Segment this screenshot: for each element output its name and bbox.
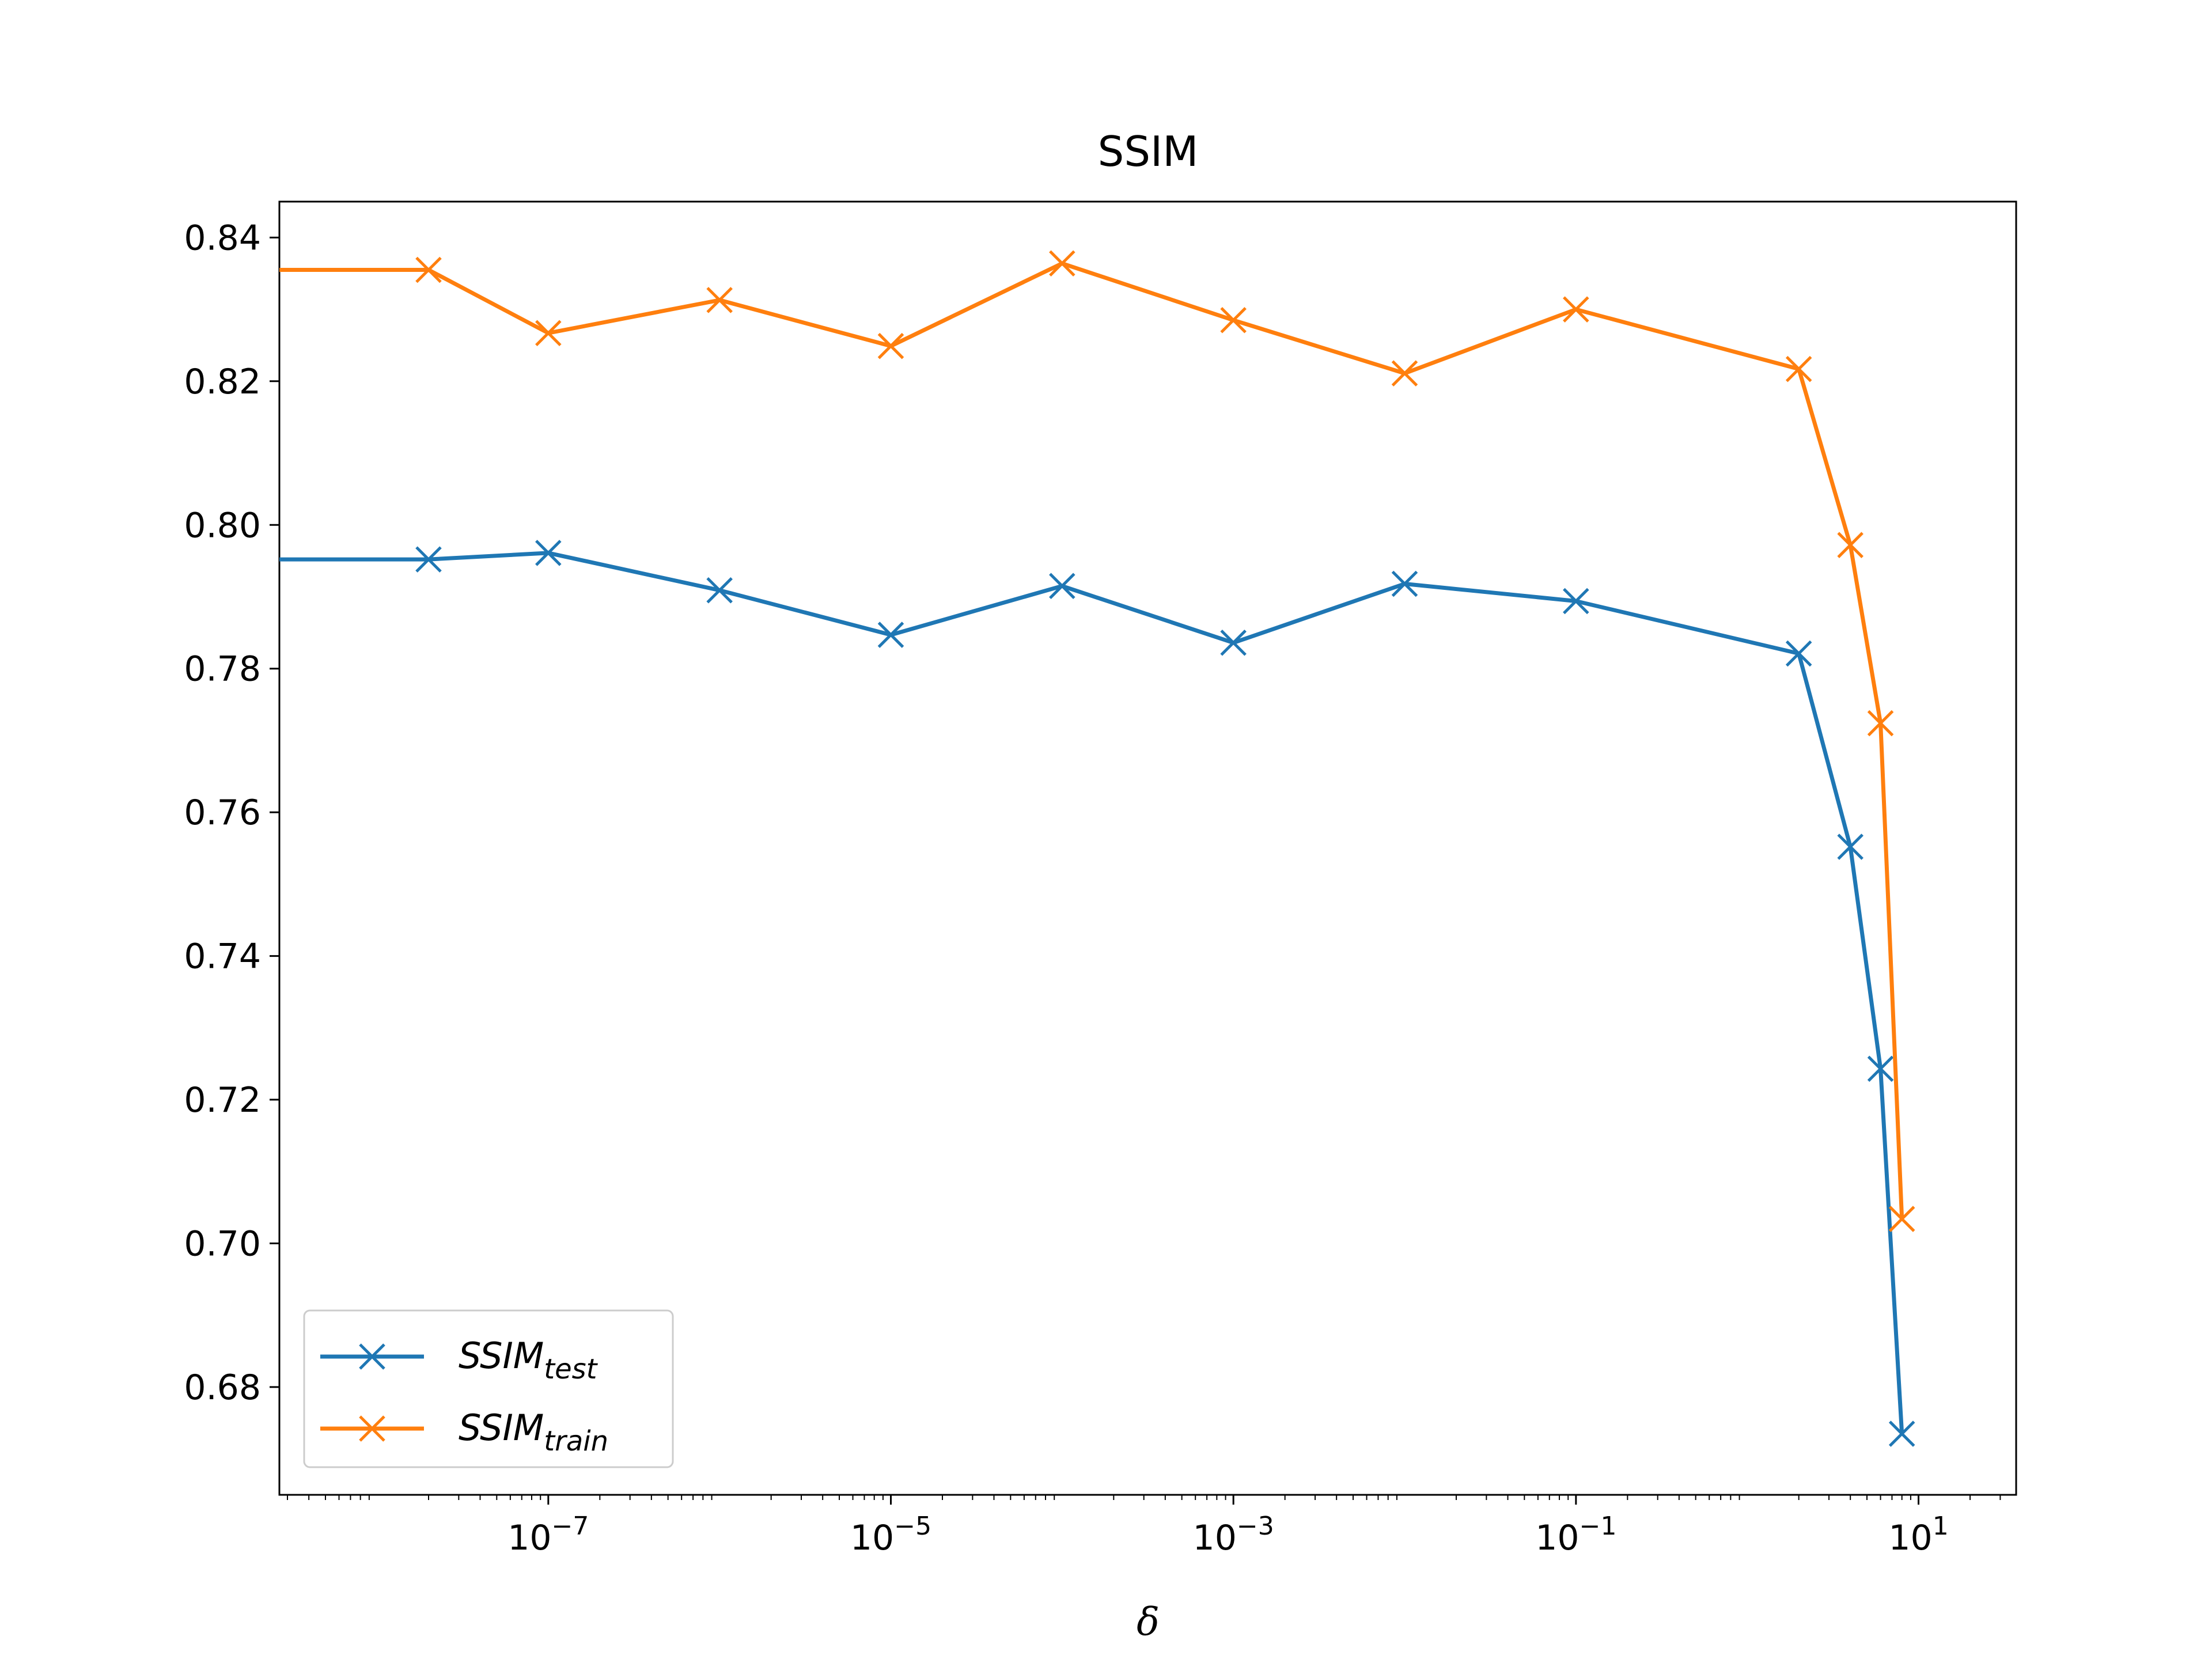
x-tick-label: 10−5 bbox=[850, 1512, 931, 1558]
y-tick-label: 0.68 bbox=[184, 1368, 261, 1408]
y-tick-label: 0.82 bbox=[184, 362, 261, 402]
data-point-test bbox=[1563, 588, 1589, 615]
x-tick-label: 10−1 bbox=[1535, 1512, 1616, 1558]
x-tick-label: 10−7 bbox=[507, 1512, 589, 1558]
data-point-test bbox=[1049, 573, 1075, 600]
x-axis-label: δ bbox=[1137, 1600, 1160, 1644]
legend: SSIMtest SSIMtrain bbox=[303, 1309, 674, 1468]
series-layer bbox=[279, 250, 1915, 1447]
data-point-train bbox=[535, 320, 562, 347]
data-point-test bbox=[1785, 640, 1812, 667]
data-point-test bbox=[1220, 630, 1247, 656]
data-point-train bbox=[415, 256, 442, 283]
y-tick-label: 0.78 bbox=[184, 649, 261, 690]
data-point-test bbox=[706, 577, 733, 604]
data-point-test bbox=[535, 540, 562, 566]
data-point-test bbox=[1867, 1055, 1894, 1082]
data-point-test bbox=[877, 622, 904, 648]
plot-area bbox=[278, 200, 2017, 1496]
series-train bbox=[279, 250, 1915, 1232]
y-tick-label: 0.84 bbox=[184, 218, 261, 258]
y-axis: 0.68 0.70 0.72 0.74 0.76 0.78 0.80 0.82 0.84 bbox=[184, 218, 279, 1408]
data-point-train bbox=[1867, 710, 1894, 737]
legend-marker-train bbox=[359, 1415, 385, 1442]
data-point-train bbox=[877, 332, 904, 359]
data-point-train bbox=[706, 287, 733, 313]
y-tick-label: 0.80 bbox=[184, 505, 261, 546]
y-tick-label: 0.70 bbox=[184, 1224, 261, 1264]
series-test bbox=[279, 540, 1915, 1447]
data-point-train bbox=[1563, 296, 1589, 323]
data-point-test bbox=[1837, 834, 1863, 860]
data-point-train bbox=[1049, 250, 1075, 277]
data-point-test bbox=[415, 546, 442, 573]
x-axis: 10−7 10−5 10−3 10−1 101 bbox=[287, 1495, 2001, 1558]
legend-marker-test bbox=[359, 1343, 385, 1370]
data-point-test bbox=[1391, 570, 1418, 597]
x-tick-label: 101 bbox=[1888, 1512, 1948, 1558]
data-point-train bbox=[1220, 307, 1247, 334]
data-point-test bbox=[1888, 1421, 1915, 1447]
data-point-train bbox=[1391, 360, 1418, 387]
x-tick-label: 10−3 bbox=[1193, 1512, 1274, 1558]
y-tick-label: 0.76 bbox=[184, 793, 261, 833]
legend-label-train: SSIMtrain bbox=[459, 1407, 608, 1457]
y-tick-label: 0.74 bbox=[184, 937, 261, 977]
chart-title: SSIM bbox=[1098, 127, 1199, 176]
data-point-train bbox=[1888, 1206, 1915, 1232]
y-tick-label: 0.72 bbox=[184, 1080, 261, 1120]
legend-label-test: SSIMtest bbox=[459, 1335, 599, 1385]
data-point-train bbox=[1837, 532, 1863, 558]
plot-frame bbox=[278, 200, 2017, 1496]
data-point-train bbox=[1785, 355, 1812, 382]
